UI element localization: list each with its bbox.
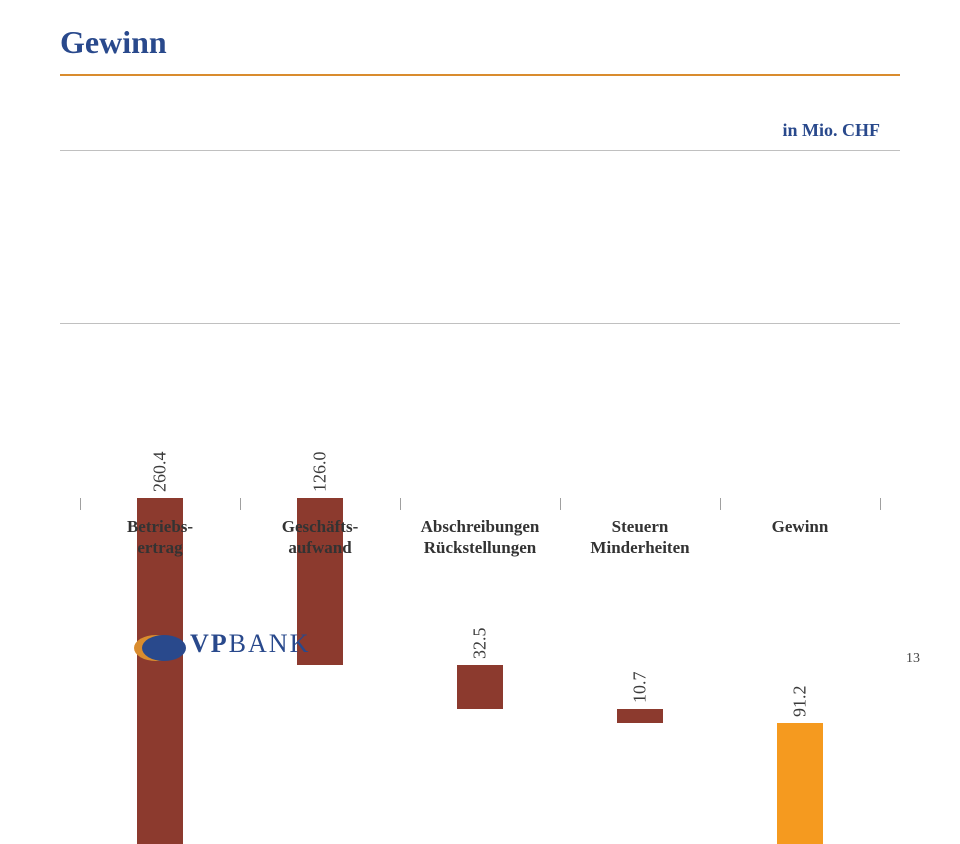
logo-text: VPBANK xyxy=(190,629,310,658)
bar-value-label: 10.7 xyxy=(630,671,651,703)
axis-tick xyxy=(240,498,241,510)
category-label: Geschäfts-aufwand xyxy=(240,516,400,559)
category-label: Gewinn xyxy=(720,516,880,537)
bar-value-label: 32.5 xyxy=(470,628,491,660)
axis-tick xyxy=(720,498,721,510)
axis-tick xyxy=(400,498,401,510)
bar-value-label: 91.2 xyxy=(790,685,811,717)
logo-vp: VP xyxy=(190,629,229,658)
bar xyxy=(457,665,503,708)
bar-value-label: 260.4 xyxy=(150,452,171,493)
page-number: 13 xyxy=(906,651,920,667)
grid-line xyxy=(60,150,900,151)
logo: VPBANK xyxy=(130,629,310,667)
axis-tick xyxy=(80,498,81,510)
category-label: SteuernMinderheiten xyxy=(560,516,720,559)
bar xyxy=(777,723,823,844)
category-label: Betriebs-ertrag xyxy=(80,516,240,559)
logo-icon xyxy=(130,629,190,667)
axis-tick xyxy=(880,498,881,510)
bar xyxy=(617,709,663,723)
axis-tick xyxy=(560,498,561,510)
logo-bank: BANK xyxy=(229,629,311,658)
slide: Gewinn in Mio. CHF 260.4126.032.510.791.… xyxy=(0,0,960,701)
category-label: AbschreibungenRückstellungen xyxy=(400,516,560,559)
title-wrap: Gewinn xyxy=(60,24,167,61)
bar-value-label: 126.0 xyxy=(310,452,331,493)
unit-label: in Mio. CHF xyxy=(783,120,881,141)
page-title: Gewinn xyxy=(60,24,167,61)
waterfall-chart: 260.4126.032.510.791.2 xyxy=(60,150,900,510)
title-rule xyxy=(60,74,900,76)
grid-line xyxy=(60,323,900,324)
